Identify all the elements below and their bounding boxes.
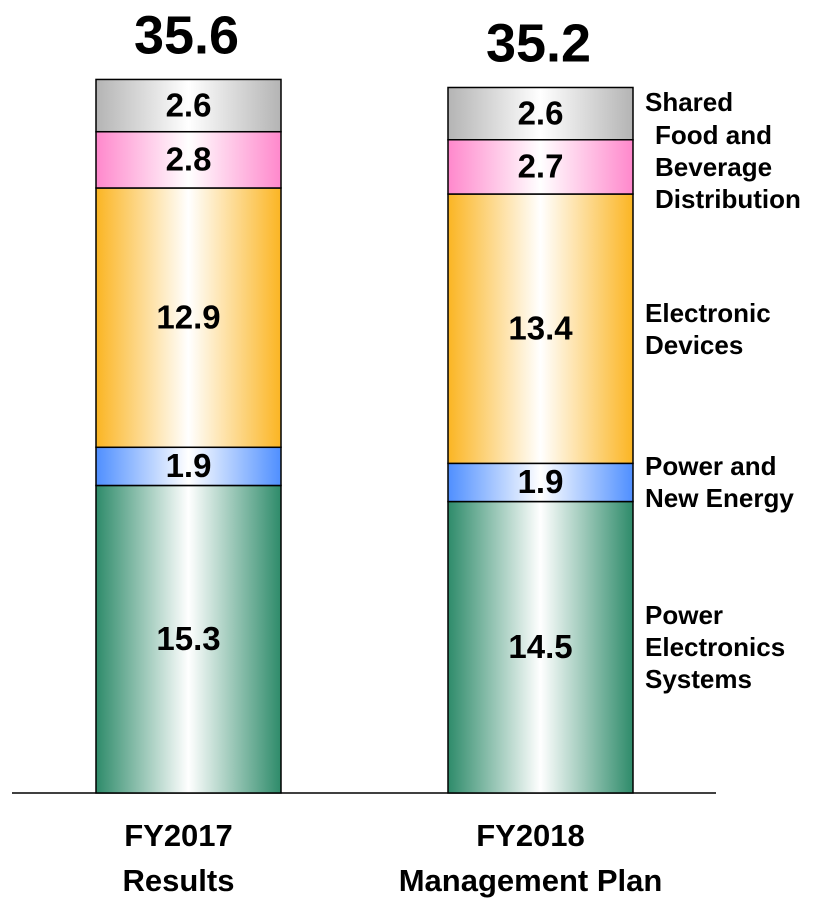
value-label: 15.3 — [156, 620, 220, 657]
legend-label: Electronic Devices — [645, 297, 771, 360]
x-tick-label: FY2017 — [124, 818, 233, 853]
bar-segment — [447, 86, 634, 141]
value-label: 1.9 — [518, 463, 564, 500]
bar-segment — [447, 462, 634, 503]
x-tick-label: FY2018 — [476, 818, 585, 853]
legend-label: Food and Beverage Distribution — [655, 119, 801, 214]
value-label: 2.8 — [166, 141, 212, 178]
total-label: 35.2 — [486, 14, 591, 74]
value-label: 14.5 — [508, 628, 572, 665]
x-tick-label: Management Plan — [399, 863, 663, 898]
value-label: 13.4 — [508, 309, 573, 346]
value-label: 12.9 — [156, 298, 220, 335]
bar-segment — [95, 130, 282, 189]
legend-label: Power and New Energy — [645, 451, 794, 514]
bar-segment — [95, 484, 282, 794]
legend-label: Power Electronics Systems — [645, 600, 786, 695]
value-label: 1.9 — [166, 447, 212, 484]
value-label: 2.6 — [166, 86, 212, 123]
bar-segment — [95, 187, 282, 449]
legend-label: Shared — [645, 86, 734, 117]
x-tick-label: Results — [123, 863, 235, 898]
bar-segment — [95, 446, 282, 487]
total-label: 35.6 — [134, 6, 239, 66]
value-label: 2.6 — [518, 94, 564, 131]
bar-segment — [447, 193, 634, 465]
bar-segment — [95, 78, 282, 133]
value-label: 2.7 — [518, 148, 564, 185]
